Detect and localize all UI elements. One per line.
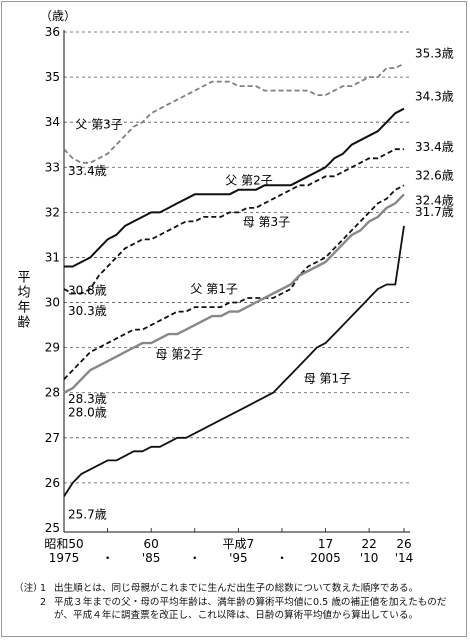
- series-name-label: 母 第2子: [156, 348, 203, 362]
- end-value-label: 33.4歳: [415, 140, 454, 154]
- series-line-5: [63, 193, 405, 394]
- start-value-label: 28.0歳: [68, 406, 107, 420]
- start-value-label: 30.3歳: [68, 304, 107, 318]
- y-axis-title: 平均年齢: [15, 270, 31, 330]
- footnote-prefix: （注）: [14, 583, 43, 594]
- x-tick-label-year: ・: [276, 551, 288, 565]
- footnote-2: 2 平成３年までの父・母の平均年齢は、満年齢の算術平均値に0.5 歳の補正値を加…: [14, 596, 460, 623]
- y-tick-label: 25: [45, 521, 60, 535]
- x-tick-label-era: 昭和50: [44, 537, 83, 551]
- footnote-text: 出生順とは、同じ母親がこれまでに生んだ出生子の総数について数えた順序である。: [54, 583, 419, 594]
- y-tick-label: 31: [45, 250, 60, 264]
- footnote-number: 2: [40, 596, 47, 608]
- series-line-4: [63, 184, 405, 380]
- y-tick-label: 34: [45, 115, 60, 129]
- y-tick-label: 27: [45, 431, 60, 445]
- series-name-label: 父 第3子: [75, 117, 122, 131]
- x-tick-label-year: '14: [395, 551, 414, 565]
- y-tick-label: 35: [45, 70, 60, 84]
- x-tick-label-year: '10: [360, 551, 379, 565]
- end-value-label: 31.7歳: [415, 205, 454, 219]
- x-tick-label-year: '95: [229, 551, 248, 565]
- x-tick-label-era: 26: [396, 537, 411, 551]
- footnote-1: （注） 1 出生順とは、同じ母親がこれまでに生んだ出生子の総数について数えた順序…: [14, 582, 460, 596]
- start-value-label: 30.8歳: [68, 283, 107, 297]
- x-tick-label-era: 60: [144, 537, 159, 551]
- footnote-text: 平成３年までの父・母の平均年齢は、満年齢の算術平均値に0.5 歳の補正値を加えた…: [54, 596, 447, 622]
- y-tick-labels: 25 26 27 28 29 30 31 32 33 34 35 36: [45, 25, 60, 535]
- x-tick-label-era: 17: [318, 537, 333, 551]
- series-name-label: 母 第1子: [304, 372, 351, 386]
- series-name-label: 母 第3子: [243, 215, 290, 229]
- series-line-2: [64, 107, 405, 268]
- x-tick-label-year: ・: [189, 551, 201, 565]
- y-tick-label: 28: [45, 386, 60, 400]
- start-value-label: 25.7歳: [68, 507, 107, 521]
- end-value-label: 32.6歳: [415, 168, 454, 182]
- series-name-label: 父 第1子: [190, 282, 237, 296]
- footnotes: （注） 1 出生順とは、同じ母親がこれまでに生んだ出生子の総数について数えた順序…: [14, 582, 460, 623]
- y-tick-label: 33: [45, 160, 60, 174]
- series-line-3: [63, 148, 404, 295]
- x-tick-label-era: 22: [361, 537, 376, 551]
- y-tick-label: 29: [45, 341, 60, 355]
- end-value-label: 34.3歳: [415, 90, 454, 104]
- x-tick-label-era: 平成7: [223, 537, 255, 551]
- y-unit-label: （歳）: [40, 9, 76, 23]
- grid-lines: [64, 31, 410, 484]
- y-tick-label: 32: [45, 205, 60, 219]
- y-tick-label: 36: [45, 25, 60, 39]
- footnote-number: 1: [40, 583, 47, 594]
- end-value-label: 32.4歳: [415, 193, 454, 207]
- series-line-1: [63, 62, 405, 164]
- y-tick-label: 30: [45, 296, 60, 310]
- series-line-6: [63, 225, 405, 497]
- start-value-label: 33.4歳: [68, 164, 107, 178]
- start-value-label: 28.3歳: [68, 392, 107, 406]
- y-tick-label: 26: [45, 476, 60, 490]
- x-tick-label-year: ・: [102, 551, 114, 565]
- series-name-label: 父 第2子: [225, 173, 272, 187]
- x-tick-label-year: '85: [142, 551, 161, 565]
- series-lines: [63, 62, 405, 497]
- x-tick-label-year: 2005: [310, 551, 341, 565]
- end-value-label: 35.3歳: [415, 47, 454, 61]
- x-tick-label-year: 1975: [49, 551, 80, 565]
